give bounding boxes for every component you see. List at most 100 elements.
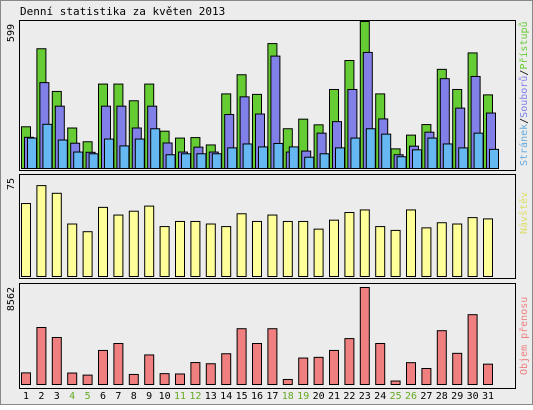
x-tick-label-day-17: 17 — [266, 391, 278, 402]
x-tick-label-day-2: 2 — [38, 391, 44, 402]
bar-pages-day-9 — [150, 128, 161, 170]
bar-kbytes-day-21 — [329, 349, 339, 386]
x-tick-label-day-25: 25 — [390, 391, 402, 402]
bar-visits-day-6 — [98, 206, 108, 278]
bar-visits-day-16 — [252, 220, 262, 278]
panel-visits: 75 Návštěv — [6, 174, 530, 279]
bar-pages-day-10 — [165, 154, 176, 169]
bar-visits-day-23 — [359, 209, 370, 277]
x-tick-label-day-1: 1 — [23, 391, 29, 402]
bar-kbytes-day-24 — [375, 342, 386, 385]
bar-pages-day-5 — [88, 153, 99, 169]
x-tick-label-day-29: 29 — [451, 391, 463, 402]
x-tick-label-day-26: 26 — [405, 391, 417, 402]
bar-kbytes-day-26 — [406, 362, 416, 385]
legend-separator: / — [519, 118, 530, 124]
bar-pages-day-17 — [273, 142, 284, 169]
legend-visits: Návštěv — [518, 192, 530, 234]
bar-visits-day-11 — [175, 220, 185, 278]
bar-visits-day-29 — [452, 223, 463, 278]
panel-frame — [19, 174, 516, 279]
bar-pages-day-16 — [258, 146, 268, 169]
chart-title: Denní statistika za květen 2013 — [20, 5, 225, 18]
bar-pages-day-6 — [104, 138, 114, 169]
x-tick-label-day-10: 10 — [159, 391, 171, 402]
x-tick-label-day-9: 9 — [146, 391, 152, 402]
bar-visits-day-13 — [205, 223, 216, 278]
x-tick-label-day-16: 16 — [251, 391, 263, 402]
legend-entry-0: Stránek — [518, 124, 530, 166]
x-tick-label-day-13: 13 — [205, 391, 217, 402]
bar-kbytes-day-1 — [21, 372, 31, 385]
bar-visits-day-5 — [82, 231, 93, 277]
bar-kbytes-day-2 — [36, 327, 47, 385]
bar-visits-day-28 — [436, 222, 447, 278]
y-max-label: 599 — [6, 24, 17, 42]
bar-pages-day-31 — [489, 148, 499, 169]
legend-entry-1: Souborů — [518, 76, 530, 118]
bar-pages-day-22 — [350, 137, 361, 169]
bar-pages-day-4 — [73, 151, 84, 170]
bar-pages-day-11 — [181, 153, 191, 169]
bar-kbytes-day-13 — [205, 363, 216, 385]
bar-kbytes-day-9 — [144, 354, 155, 385]
bar-kbytes-day-12 — [190, 362, 201, 386]
x-axis-labels: 1 2 3 4 5 6 7 8 9 10 11 12 13 14 15 16 17 18 19 20 21 22 23 24 2… — [23, 391, 494, 402]
bar-kbytes-day-23 — [359, 287, 370, 385]
bar-kbytes-day-5 — [82, 374, 93, 385]
bar-kbytes-day-29 — [452, 352, 463, 386]
bar-visits-day-4 — [67, 223, 78, 278]
bar-visits-day-2 — [36, 185, 47, 277]
bar-kbytes-day-16 — [252, 342, 262, 385]
bar-visits-day-24 — [375, 226, 386, 277]
bar-kbytes-day-10 — [159, 373, 170, 385]
x-tick-label-day-11: 11 — [174, 391, 186, 402]
bar-pages-day-3 — [57, 139, 68, 169]
bar-pages-day-13 — [211, 153, 222, 169]
bar-kbytes-day-25 — [390, 380, 401, 386]
bar-visits-day-26 — [406, 209, 416, 277]
bar-visits-day-8 — [128, 210, 139, 277]
legend-kbytes: Objem přenosu — [518, 297, 530, 375]
bar-pages-day-21 — [335, 147, 345, 169]
bar-pages-day-15 — [242, 143, 253, 169]
bar-pages-day-28 — [442, 143, 453, 169]
x-tick-label-day-18: 18 — [282, 391, 294, 402]
bar-visits-day-1 — [21, 203, 31, 277]
x-tick-label-day-4: 4 — [69, 391, 75, 402]
bar-visits-day-14 — [221, 226, 232, 277]
bar-visits-day-27 — [421, 227, 432, 277]
bar-pages-day-26 — [412, 149, 422, 169]
bar-pages-day-2 — [42, 123, 53, 169]
x-tick-label-day-6: 6 — [100, 391, 106, 402]
bar-kbytes-day-6 — [98, 349, 108, 386]
legend-hits-files-pages: Stránek/Souborů/Přístupů — [518, 21, 530, 166]
bar-visits-day-18 — [282, 220, 293, 278]
x-tick-label-day-22: 22 — [343, 391, 355, 402]
x-tick-label-day-3: 3 — [54, 391, 60, 402]
bar-kbytes-day-15 — [236, 328, 247, 385]
panel-frame — [19, 20, 516, 171]
bar-visits-day-22 — [344, 212, 355, 277]
x-tick-label-day-21: 21 — [328, 391, 340, 402]
bar-kbytes-day-28 — [436, 330, 447, 386]
x-tick-label-day-23: 23 — [359, 391, 371, 402]
x-tick-label-day-7: 7 — [115, 391, 121, 402]
bar-pages-day-18 — [288, 146, 299, 169]
bar-kbytes-day-8 — [128, 373, 139, 385]
bar-pages-day-25 — [396, 156, 407, 169]
x-tick-label-day-12: 12 — [189, 391, 201, 402]
y-max-label: 8562 — [6, 287, 17, 311]
bar-visits-day-17 — [267, 214, 278, 277]
x-tick-label-day-20: 20 — [313, 391, 325, 402]
bar-visits-day-31 — [483, 218, 493, 277]
x-tick-label-day-27: 27 — [420, 391, 432, 402]
x-tick-label-day-28: 28 — [436, 391, 448, 402]
bar-visits-day-30 — [467, 217, 478, 277]
bar-visits-day-20 — [313, 228, 324, 277]
bar-visits-day-15 — [236, 213, 247, 277]
bar-visits-day-10 — [159, 226, 170, 277]
bar-pages-day-12 — [196, 153, 207, 169]
